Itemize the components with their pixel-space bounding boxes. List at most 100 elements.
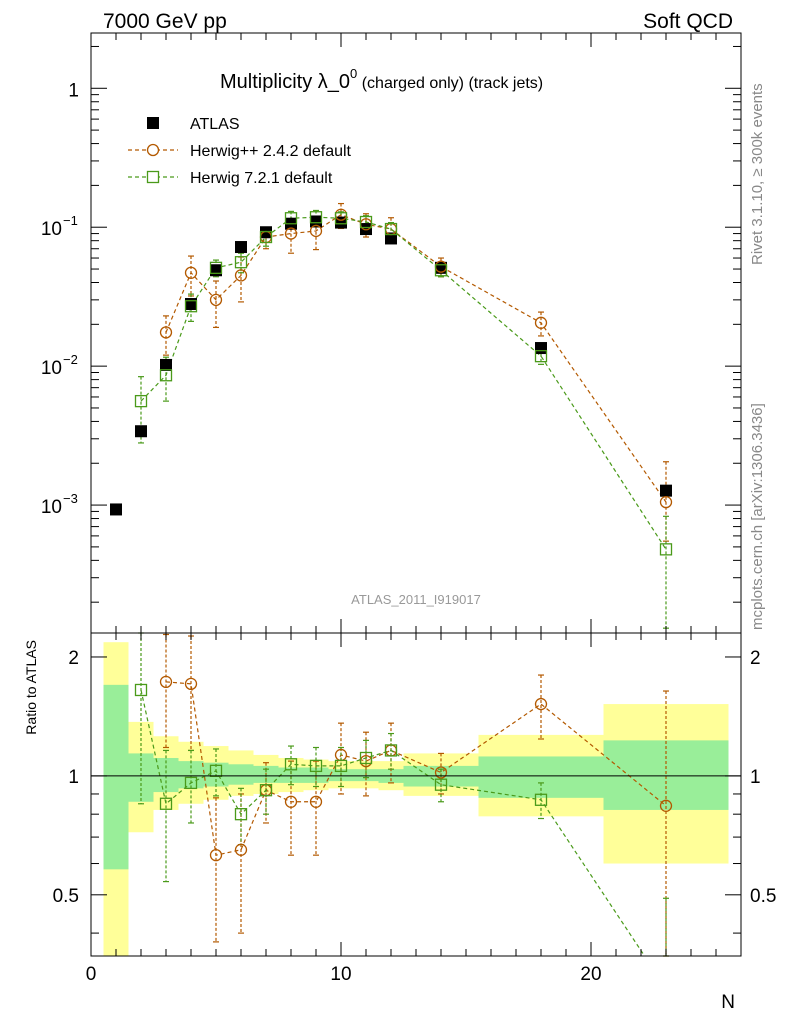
atlas-point-6	[260, 226, 272, 239]
herwig7-ratio-point-5	[259, 784, 273, 797]
herwigpp-ratio-point-1	[184, 677, 198, 691]
y-tick-label-main-2: 10	[41, 219, 62, 240]
herwigpp-ratio-point-3	[234, 843, 248, 856]
herwig7-ratio-point-9	[359, 751, 373, 765]
herwig7-ratio-point-4	[234, 808, 248, 821]
x-tick-label-1: 10	[330, 964, 351, 985]
herwigpp-main-point-5	[284, 227, 298, 240]
green-band-0	[103, 684, 129, 870]
x-tick-label-2: 20	[580, 964, 601, 985]
y-tick-label-main-1: 10	[41, 358, 62, 379]
y-tick-label-ratio-right-0: 0.5	[750, 886, 776, 907]
plot-title-main: Multiplicity λ_0	[220, 71, 350, 93]
herwigpp-main-point-12	[659, 495, 673, 509]
herwig7-main-point-4	[234, 256, 248, 269]
atlas-point-8	[310, 215, 322, 228]
main-plot-frame	[90, 32, 742, 634]
atlas-point-2	[160, 358, 172, 371]
atlas-point-10	[360, 223, 372, 236]
ratio-bands	[103, 642, 729, 956]
herwigpp-ratio-point-10	[434, 766, 448, 779]
herwigpp-main-point-6	[309, 224, 323, 238]
herwigpp-ratio-point-11	[534, 697, 548, 711]
herwig7-main-point-11	[434, 264, 448, 277]
legend-herwig7-label: Herwig 7.2.1 default	[190, 170, 333, 187]
atlas-point-4	[210, 264, 222, 277]
herwig7-main-line	[140, 216, 667, 550]
atlas-point-13	[535, 342, 547, 355]
herwig7-main-point-10	[384, 222, 398, 236]
herwig7-main-point-9	[359, 215, 373, 229]
y-tick-label-ratio-right-1: 1	[750, 767, 761, 788]
herwigpp-main-point-0	[159, 326, 173, 339]
herwig7-ratio-point-10	[384, 744, 398, 757]
green-band-5	[228, 764, 254, 785]
herwigpp-main-point-11	[534, 316, 548, 329]
y-tick-label-main-exp-1: −2	[63, 352, 78, 367]
y-tick-label-main-exp-2: −1	[63, 213, 78, 228]
herwig7-ratio-point-12	[534, 793, 548, 806]
data-marks	[110, 202, 673, 957]
process-label: Soft QCD	[643, 10, 733, 33]
legend-atlas-marker	[147, 117, 159, 129]
herwig7-main-point-7	[309, 211, 323, 224]
legend-atlas-label: ATLAS	[190, 116, 240, 133]
legend: ATLAS Herwig++ 2.4.2 default Herwig 7.2.…	[128, 116, 352, 187]
legend-herwig7-marker	[146, 170, 160, 184]
atlas-point-3	[185, 298, 197, 311]
herwig7-main-point-2	[184, 300, 198, 313]
green-band-3	[178, 761, 204, 789]
plot-title: Multiplicity λ_00 (charged only) (track …	[220, 66, 543, 93]
herwigpp-main-point-3	[234, 269, 248, 282]
mcplots-label: mcplots.cern.ch [arXiv:1306.3436]	[749, 403, 766, 630]
y-tick-label-main-3: 1	[68, 80, 79, 101]
herwig7-main-point-13	[659, 543, 673, 556]
herwig7-main-point-1	[159, 369, 173, 382]
plot-title-tail: (charged only) (track jets)	[357, 75, 543, 92]
y-tick-label-main-0: 10	[41, 497, 62, 518]
herwigpp-ratio-point-0	[159, 675, 173, 689]
herwig7-ratio-point-0	[134, 683, 148, 697]
herwig7-main-point-5	[259, 230, 273, 244]
herwigpp-ratio-point-2	[209, 849, 223, 862]
legend-herwigpp-label: Herwig++ 2.4.2 default	[190, 143, 352, 160]
herwigpp-ratio-point-6	[309, 795, 323, 808]
energy-label: 7000 GeV pp	[103, 10, 227, 33]
herwigpp-ratio-point-5	[284, 795, 298, 808]
x-axis-label: N	[721, 992, 735, 1013]
herwig7-ratio-line	[140, 689, 646, 956]
herwig7-main-point-6	[284, 212, 298, 225]
herwig7-ratio-point-2	[184, 776, 198, 790]
atlas-point-14	[660, 484, 672, 497]
herwig7-ratio-point-7	[309, 759, 323, 773]
atlas-point-0	[110, 503, 122, 516]
atlas-point-11	[385, 232, 397, 245]
herwigpp-main-line	[165, 214, 667, 503]
atlas-point-5	[235, 241, 247, 254]
analysis-label: ATLAS_2011_I919017	[351, 592, 481, 607]
y-tick-label-ratio-left-1: 1	[68, 767, 79, 788]
atlas-point-1	[135, 425, 147, 438]
herwig7-main-point-12	[534, 350, 548, 363]
rivet-version-label: Rivet 3.1.10, ≥ 300k events	[749, 83, 766, 265]
herwigpp-ratio-point-12	[659, 799, 673, 812]
herwig7-ratio-point-8	[334, 759, 348, 773]
y-tick-label-ratio-left-0: 0.5	[53, 886, 79, 907]
herwig7-main-point-0	[134, 394, 148, 408]
legend-herwigpp-marker	[146, 143, 160, 157]
herwig7-main-point-8	[334, 212, 348, 225]
y-tick-label-main-exp-0: −3	[63, 491, 78, 506]
green-band-13	[478, 756, 604, 798]
ratio-y-axis-label: Ratio to ATLAS	[23, 640, 39, 735]
plot-title-sup: 0	[350, 66, 357, 81]
herwigpp-main-point-2	[209, 293, 223, 307]
green-band-14	[603, 740, 729, 810]
herwig7-ratio-point-6	[284, 758, 298, 771]
herwig7-ratio-point-1	[159, 797, 173, 810]
herwigpp-main-point-1	[184, 266, 198, 279]
herwig7-main-point-3	[209, 261, 223, 274]
y-tick-label-ratio-left-2: 2	[68, 648, 79, 669]
herwig7-ratio-point-11	[434, 778, 448, 791]
